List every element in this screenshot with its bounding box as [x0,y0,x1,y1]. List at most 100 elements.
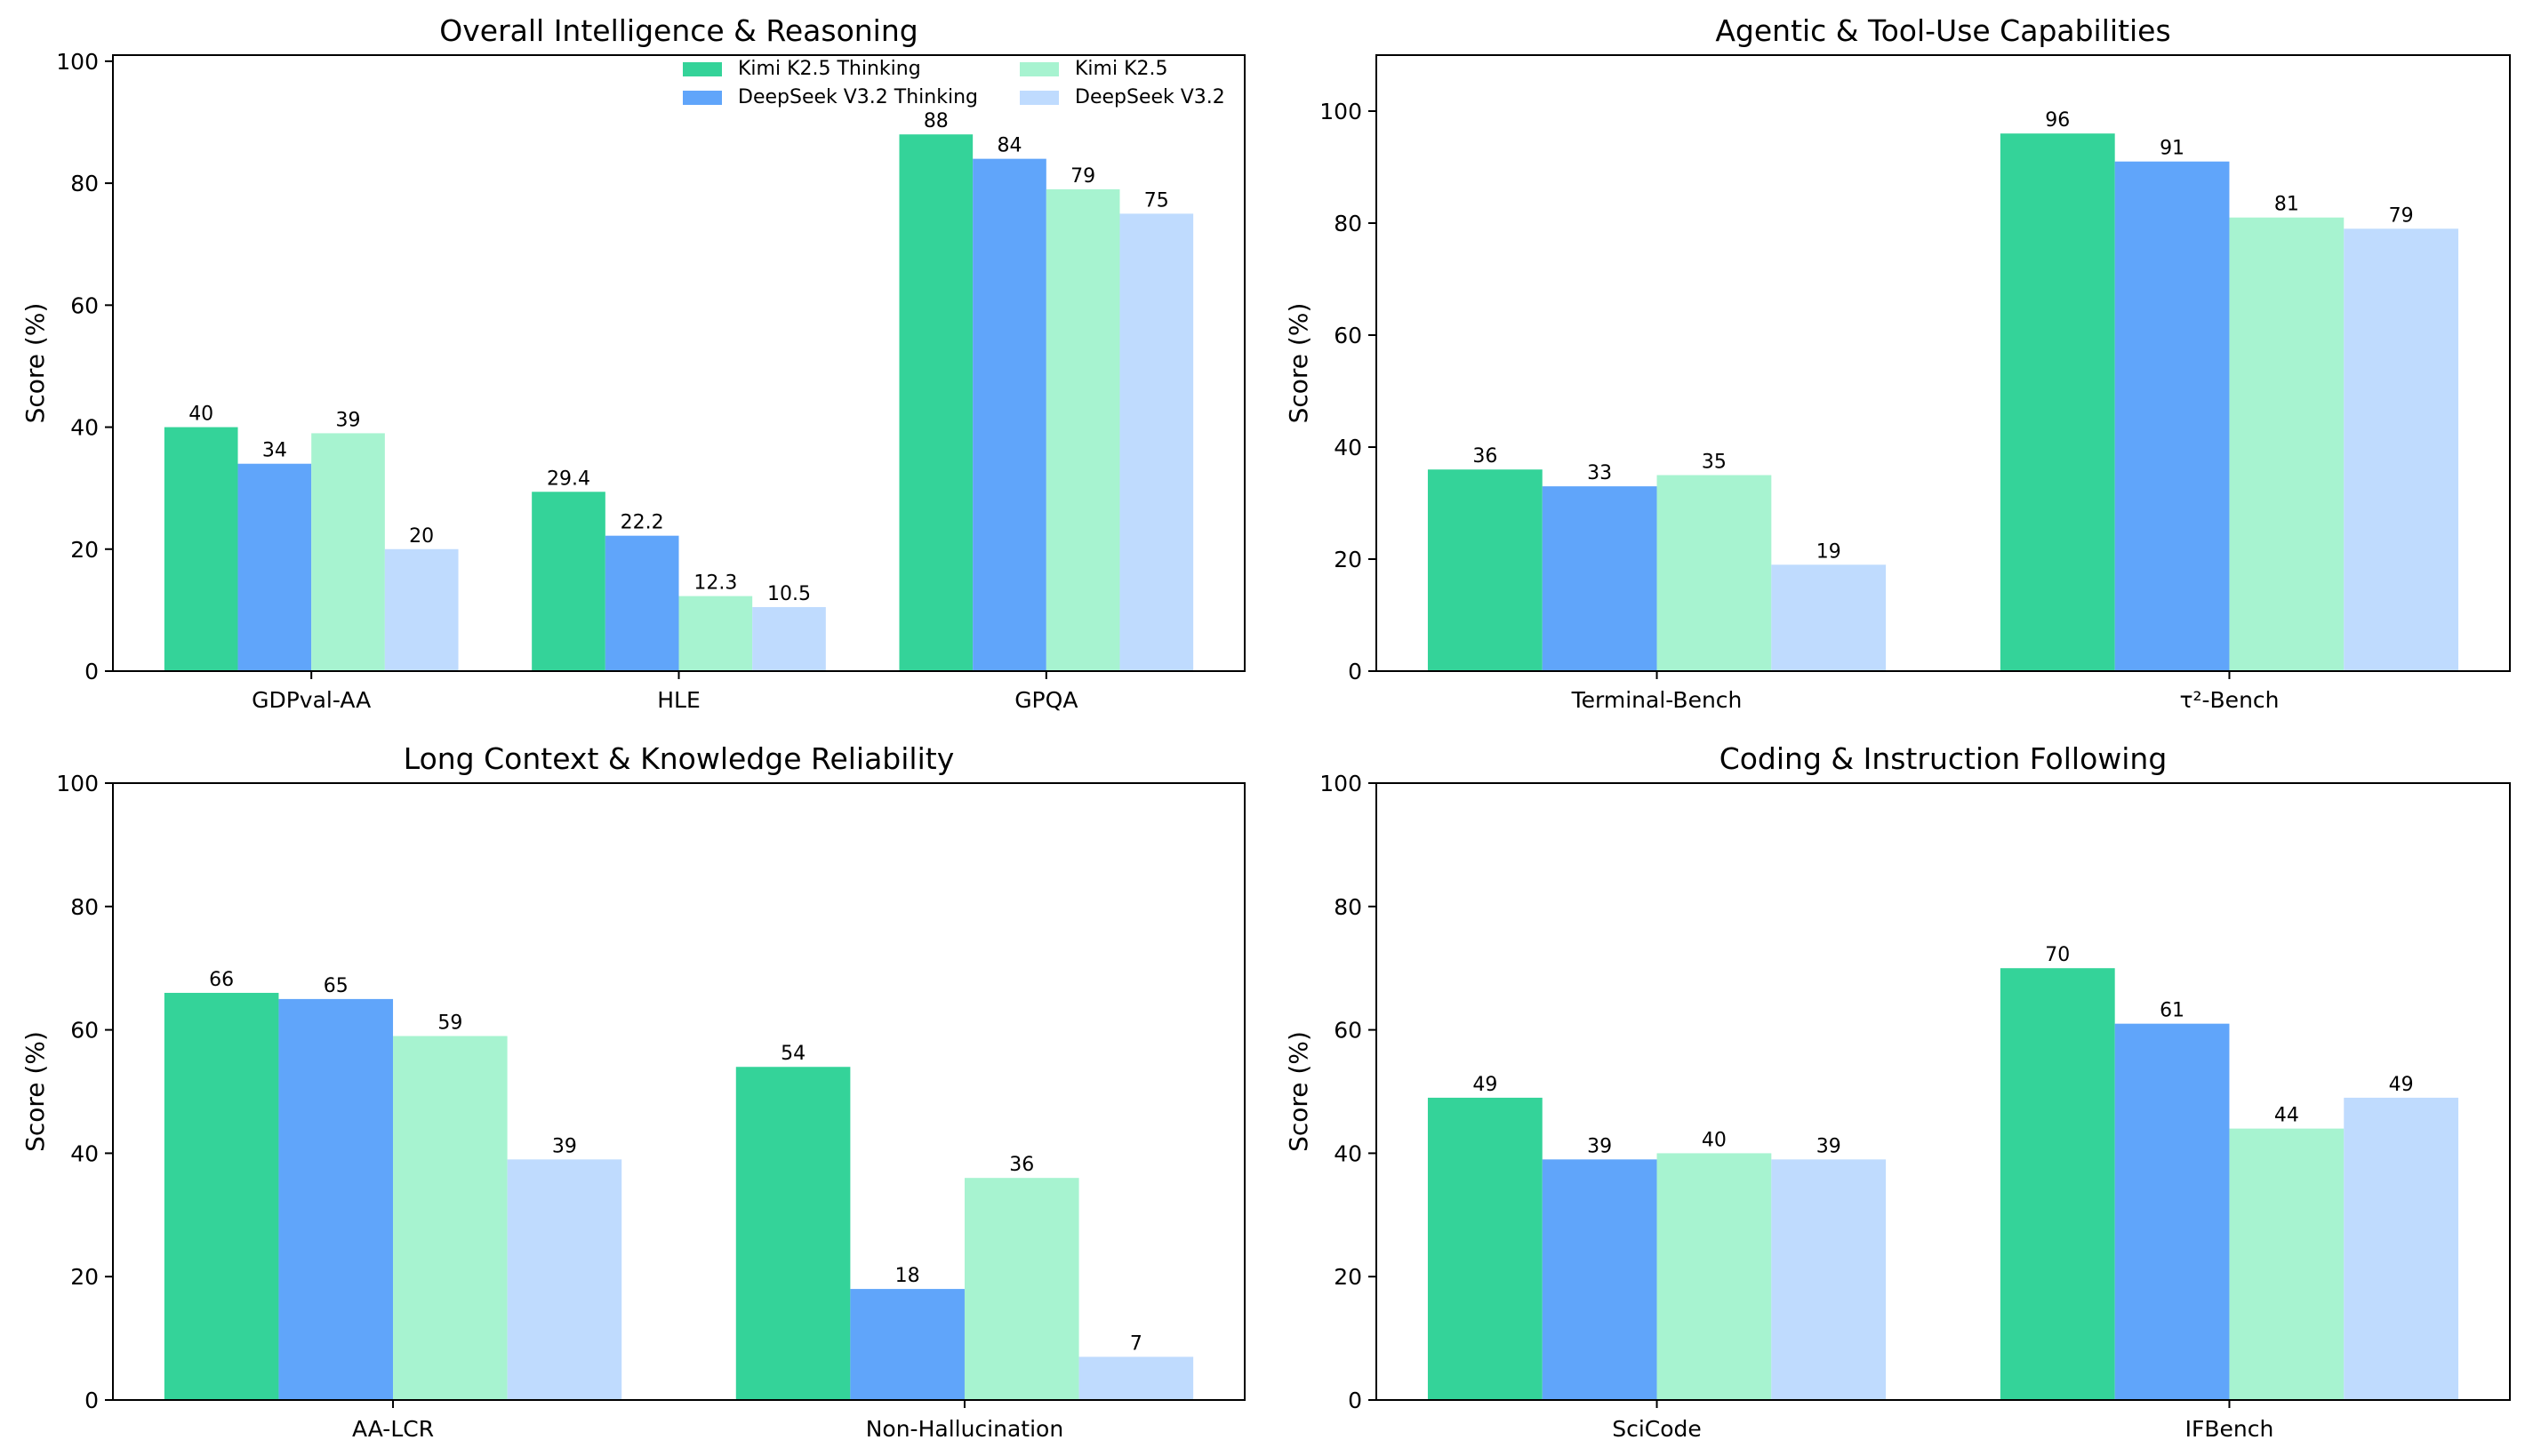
y-tick-label: 20 [1334,547,1362,572]
bar-value-label: 36 [1472,445,1497,468]
y-tick-label: 80 [1334,211,1362,236]
legend-swatch [1020,91,1059,105]
bar [1078,1356,1194,1400]
bar-value-label: 36 [1009,1154,1034,1176]
bar-value-label: 7 [1130,1332,1142,1355]
y-tick-label: 0 [84,1388,99,1413]
bar [2114,1023,2230,1400]
y-tick-label: 40 [70,415,99,441]
legend-swatch [683,62,722,76]
x-tick-label: GDPval-AA [252,687,371,713]
x-tick-label: GPQA [1014,687,1078,713]
bar-value-label: 79 [1070,165,1095,188]
legend-swatch [683,91,722,105]
legend-swatch [1020,62,1059,76]
y-axis-label: Score (%) [1284,1031,1313,1152]
bar-value-label: 40 [188,404,213,426]
bar-value-label: 19 [1816,540,1841,563]
bar [164,427,238,671]
bar-value-label: 39 [336,409,361,431]
bar [2000,133,2115,671]
y-tick-label: 100 [56,771,99,796]
y-axis-label: Score (%) [20,1031,50,1152]
bar [1427,1097,1543,1400]
bar [964,1178,1079,1400]
bar-value-label: 79 [2389,204,2414,227]
bar-value-label: 49 [1472,1074,1497,1096]
bar [678,596,753,671]
chart-title: Overall Intelligence & Reasoning [439,13,918,48]
bar [1656,1153,1772,1400]
bar [605,535,679,671]
bar-value-label: 91 [2160,138,2184,160]
chart-title: Coding & Instruction Following [1719,741,2168,776]
bar-value-label: 59 [437,1012,462,1035]
bar [850,1289,965,1400]
y-tick-label: 0 [1348,1388,1362,1413]
bar-value-label: 39 [552,1135,577,1157]
bar [164,992,279,1400]
bar [1427,469,1543,671]
plot-frame [1375,782,2511,1401]
y-tick-label: 80 [70,894,99,920]
bar-value-label: 18 [895,1265,920,1287]
bar-value-label: 66 [209,969,234,991]
chart-panel: 49 70 39 61 40 44 39 49 0 20 40 60 80 100 SciCode IFBen… [1284,741,2511,1442]
y-tick-label: 40 [1334,1140,1362,1166]
bar-value-label: 88 [924,110,949,132]
bar [899,134,974,672]
bar-value-label: 20 [409,525,434,548]
bar-value-label: 39 [1816,1135,1841,1157]
legend-label: Kimi K2.5 Thinking [738,58,921,80]
y-axis-label: Score (%) [1284,303,1313,424]
bar-value-label: 49 [2389,1074,2414,1096]
bar-value-label: 75 [1144,189,1169,212]
x-tick-label: τ²-Bench [2179,687,2279,713]
bar [735,1067,851,1400]
y-tick-label: 100 [1319,99,1362,124]
bar-value-label: 96 [2045,109,2070,132]
bar-value-label: 61 [2160,1000,2184,1022]
bar-value-label: 34 [262,440,287,462]
chart-panel: 66 54 65 18 59 36 39 7 0 20 40 60 80 100 AA-LCR Non-Hal… [20,741,1246,1442]
bar [1542,1159,1657,1400]
bar [973,158,1046,672]
bar [1119,213,1194,671]
y-tick-label: 80 [70,171,99,196]
bar [1771,564,1887,671]
bar-value-label: 22.2 [621,512,664,534]
bar [1656,475,1772,671]
bar [2229,217,2345,671]
bar [278,998,394,1400]
legend-label: DeepSeek V3.2 [1075,86,1225,108]
bar-value-label: 70 [2045,944,2070,966]
chart-panel: 40 29.4 88 34 22.2 84 39 12.3 79 20 10.5 75 0 20 40 60 8… [20,13,1246,713]
bar [2114,161,2230,671]
bar [311,433,385,671]
bar-value-label: 10.5 [767,583,811,605]
y-axis-label: Score (%) [20,303,50,424]
y-tick-label: 0 [1348,659,1362,684]
y-tick-label: 60 [1334,323,1362,348]
x-tick-label: IFBench [2185,1416,2274,1442]
x-tick-label: AA-LCR [352,1416,434,1442]
bar [2344,228,2459,671]
bar-value-label: 44 [2274,1105,2299,1127]
x-tick-label: HLE [657,687,701,713]
bar [507,1159,622,1400]
y-tick-label: 80 [1334,894,1362,920]
bar [2344,1097,2459,1400]
bar [532,492,605,671]
bar [1771,1159,1887,1400]
chart-title: Agentic & Tool-Use Capabilities [1715,13,2170,48]
legend-label: DeepSeek V3.2 Thinking [738,86,978,108]
bar-value-label: 39 [1587,1135,1612,1157]
bar [237,463,312,671]
bar-value-label: 33 [1587,462,1612,484]
y-tick-label: 40 [1334,435,1362,460]
y-tick-label: 20 [70,1264,99,1290]
chart-panel: 36 96 33 91 35 81 19 79 0 20 40 60 80 100 Terminal-Ben… [1284,13,2511,713]
legend: Kimi K2.5 Thinking DeepSeek V3.2 Thinking… [683,58,1225,108]
bar [2000,968,2115,1400]
